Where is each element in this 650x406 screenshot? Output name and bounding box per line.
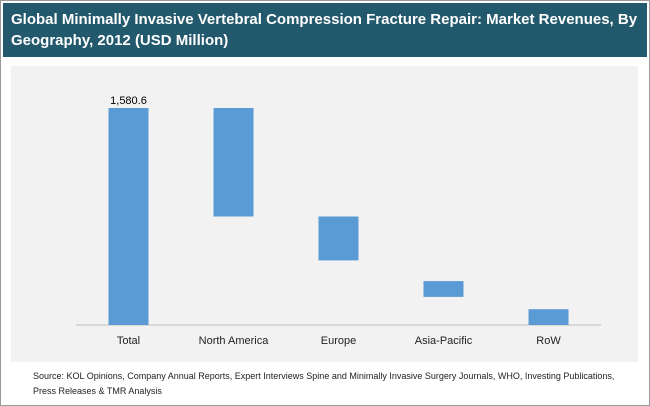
x-tick-label: Europe [321, 335, 356, 347]
plot-area: Total North America Europe Asia-Pacific RoW 1… [11, 66, 638, 362]
bar-row [528, 309, 569, 325]
bar-north-america [213, 108, 254, 217]
x-tick-label: Total [117, 335, 140, 347]
chart-title: Global Minimally Invasive Vertebral Comp… [11, 11, 638, 49]
bar-asia-pacific [423, 281, 464, 297]
bar-total [108, 108, 149, 325]
x-tick-label: RoW [536, 335, 561, 347]
x-tick-label: North America [199, 335, 270, 347]
bar-europe [318, 216, 359, 261]
waterfall-chart: Total North America Europe Asia-Pacific RoW 1… [76, 95, 601, 347]
chart-header: Global Minimally Invasive Vertebral Comp… [3, 3, 647, 57]
x-tick-label: Asia-Pacific [415, 335, 473, 347]
source-note: Source: KOL Opinions, Company Annual Rep… [33, 371, 615, 396]
data-label: 1,580.6 [110, 95, 147, 107]
